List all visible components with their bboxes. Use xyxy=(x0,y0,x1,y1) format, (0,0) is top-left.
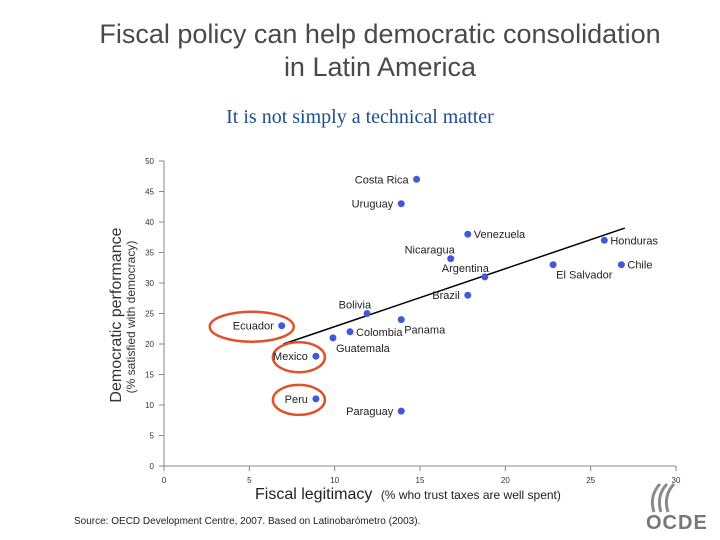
data-point xyxy=(346,328,354,336)
point-label: Venezuela xyxy=(474,229,526,241)
data-point xyxy=(397,316,405,324)
oecd-logo-icon xyxy=(650,482,676,513)
point-label: Brazil xyxy=(432,290,460,302)
data-point xyxy=(413,175,421,183)
highlight-circle xyxy=(208,310,296,343)
point-label: Chile xyxy=(627,260,652,272)
point-label: Peru xyxy=(285,394,308,406)
data-point xyxy=(617,261,625,269)
y-tick-label: 5 xyxy=(150,432,155,441)
point-label: Honduras xyxy=(610,235,658,247)
data-point xyxy=(312,352,320,360)
x-tick-label: 20 xyxy=(501,476,510,485)
x-tick-label: 0 xyxy=(162,476,167,485)
y-tick-label: 10 xyxy=(145,401,154,410)
data-point xyxy=(363,310,371,317)
slide-title: Fiscal policy can help democratic consol… xyxy=(60,18,700,84)
data-point xyxy=(278,322,286,330)
point-label: Paraguay xyxy=(346,406,394,418)
y-tick-label: 45 xyxy=(145,188,154,197)
y-tick-label: 0 xyxy=(150,462,155,471)
y-tick-label: 50 xyxy=(145,157,154,166)
slide-subtitle: It is not simply a technical matter xyxy=(226,106,494,128)
x-tick-label: 10 xyxy=(330,476,339,485)
point-label: Colombia xyxy=(356,327,403,339)
y-tick-label: 20 xyxy=(145,340,154,349)
x-tick-label: 30 xyxy=(672,476,681,485)
point-label: Panama xyxy=(404,325,446,337)
point-label: El Salvador xyxy=(556,270,613,282)
data-point xyxy=(464,230,472,238)
point-label: Costa Rica xyxy=(355,174,410,186)
trend-line xyxy=(283,227,626,345)
x-tick-label: 25 xyxy=(586,476,595,485)
point-label: Argentina xyxy=(442,263,490,275)
x-axis-label-group: Fiscal legitimacy (% who trust taxes are… xyxy=(255,486,561,504)
data-point xyxy=(481,273,489,281)
point-label: Uruguay xyxy=(352,199,394,211)
y-tick-label: 30 xyxy=(145,279,154,288)
point-label: Mexico xyxy=(273,351,308,363)
point-label: Guatemala xyxy=(336,343,391,355)
x-tick-label: 5 xyxy=(247,476,252,485)
point-label: Nicaragua xyxy=(405,245,456,257)
source-note: Source: OECD Development Centre, 2007. B… xyxy=(74,516,421,527)
point-label: Ecuador xyxy=(233,321,274,333)
logo-text: OCDE xyxy=(646,512,708,534)
title-line-2: in Latin America xyxy=(283,52,477,82)
data-point xyxy=(397,407,405,415)
point-label: Bolivia xyxy=(339,300,372,312)
x-tick-label: 15 xyxy=(416,476,425,485)
x-axis-label: Fiscal legitimacy xyxy=(255,486,373,503)
highlight-circle xyxy=(271,340,327,374)
y-tick-label: 15 xyxy=(145,371,154,380)
data-point xyxy=(397,200,405,208)
data-point xyxy=(447,255,455,263)
y-tick-label: 40 xyxy=(145,218,154,227)
highlight-circle xyxy=(271,383,327,417)
data-point xyxy=(329,334,337,342)
y-tick-label: 25 xyxy=(145,310,154,319)
data-point xyxy=(549,261,557,269)
data-point xyxy=(464,291,472,299)
data-point xyxy=(600,236,608,244)
data-point xyxy=(312,395,320,403)
y-tick-label: 35 xyxy=(145,249,154,258)
x-axis-sublabel: (% who trust taxes are well spent) xyxy=(380,488,561,502)
title-line-1: Fiscal policy can help democratic consol… xyxy=(99,19,661,49)
